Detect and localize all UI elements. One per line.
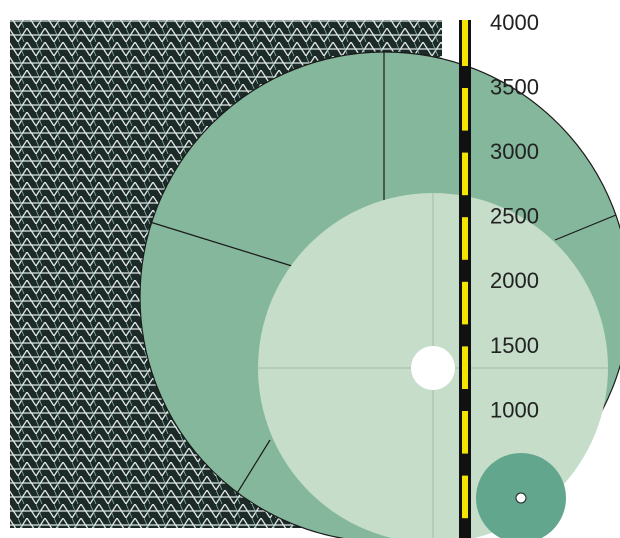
ruler-tick <box>461 389 469 411</box>
scale-label: 1500 <box>490 333 539 358</box>
ruler-tick <box>461 518 469 538</box>
ruler-tick <box>461 259 469 282</box>
scale-label: 2500 <box>490 204 539 229</box>
segment-lines <box>149 52 617 496</box>
center-hole <box>411 346 455 390</box>
scale-label: 4000 <box>490 10 539 35</box>
ruler-tick <box>461 130 469 153</box>
scale-label: 2000 <box>490 268 539 293</box>
scale-label: 1000 <box>490 397 539 422</box>
scale-label: 3000 <box>490 139 539 164</box>
ruler-ticks <box>461 66 469 538</box>
small-dot <box>515 492 527 504</box>
ruler-tick <box>461 324 469 347</box>
ruler-tick <box>461 66 469 88</box>
scale-label: 3500 <box>490 74 539 99</box>
ruler-tick <box>461 453 469 476</box>
ruler-tick <box>461 195 469 218</box>
